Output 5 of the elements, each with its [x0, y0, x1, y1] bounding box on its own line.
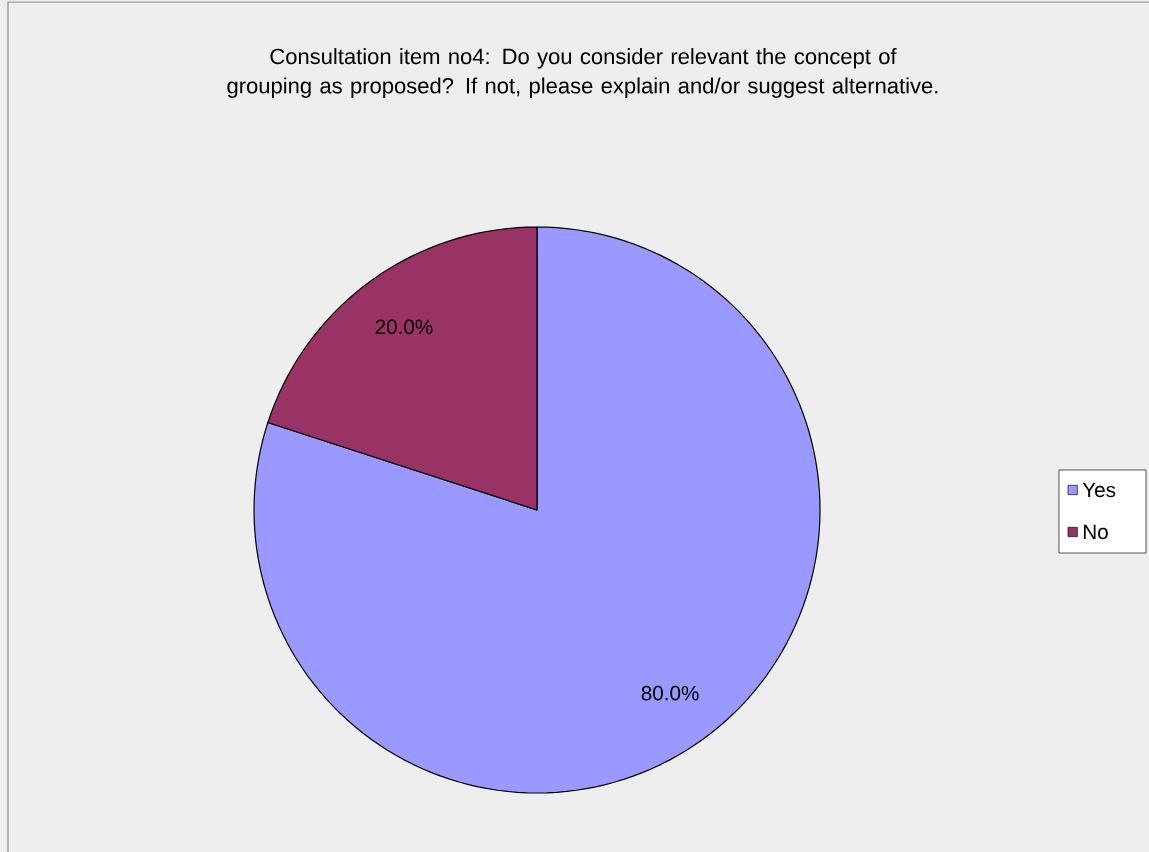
legend-label: No	[1083, 524, 1108, 540]
chart-title: Consultation item no4: Do you consider relevant the concept of grouping as proposed? If not, please explain and/or suggest alternative.	[227, 48, 938, 98]
data-label: 80.0%	[641, 685, 699, 701]
legend-label: Yes	[1082, 482, 1116, 498]
data-label: 20.0%	[375, 319, 433, 335]
